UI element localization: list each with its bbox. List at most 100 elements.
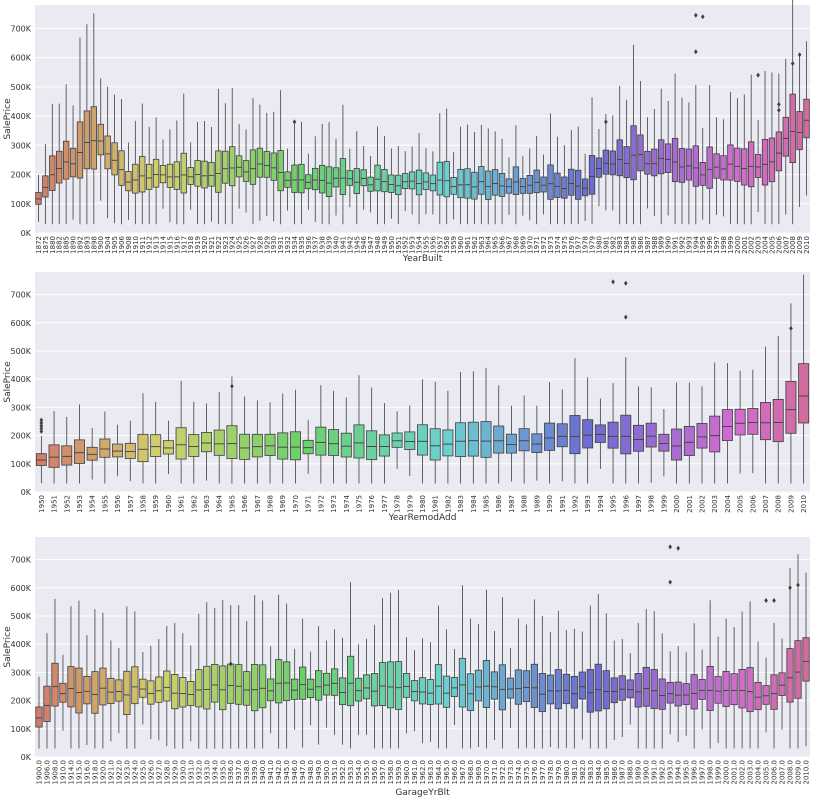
box [277, 432, 289, 460]
x-tick-label: 1959 [152, 495, 160, 513]
x-tick-label: 1911 [139, 236, 147, 254]
box [623, 146, 630, 179]
x-tick-label: 1880 [49, 236, 57, 254]
outlier-point [39, 426, 44, 432]
box [522, 670, 530, 702]
x-tick-label: 1971.0 [491, 760, 499, 785]
x-tick-label: 1997.0 [699, 760, 707, 785]
box [602, 149, 610, 175]
x-tick-label: 1969.0 [475, 760, 483, 785]
x-tick-label: 1872 [35, 236, 43, 254]
box [83, 110, 91, 170]
box [720, 155, 727, 181]
x-tick-label: 1990 [546, 495, 554, 513]
x-tick-label: 1952 [63, 495, 71, 513]
box [802, 637, 810, 682]
y-tick-label: 0K [21, 488, 32, 497]
outlier-point [789, 325, 793, 331]
plot-background [35, 5, 810, 233]
box [125, 171, 132, 192]
box [493, 425, 505, 454]
box [404, 431, 416, 450]
x-tick-label: 1948.0 [307, 760, 315, 785]
box [49, 155, 56, 191]
box [69, 147, 77, 178]
x-tick-label: 1955.0 [363, 760, 371, 785]
box [664, 143, 672, 173]
box [607, 421, 619, 449]
x-tick-label: 1985 [483, 495, 491, 513]
x-tick-label: 1939.0 [251, 760, 259, 785]
box [408, 171, 416, 190]
x-tick-label: 1966.0 [451, 760, 459, 785]
box [51, 662, 59, 707]
x-tick-label: 1989.0 [635, 760, 643, 785]
box [442, 675, 451, 708]
x-tick-label: 1972 [317, 495, 325, 513]
box [796, 111, 803, 151]
x-tick-label: 1923.0 [123, 760, 131, 785]
box [227, 663, 235, 704]
x-axis-label: GarageYrBlt [395, 788, 450, 798]
x-tick-label: 1992.0 [659, 760, 667, 785]
box [370, 673, 379, 707]
x-tick-label: 1882 [56, 236, 64, 254]
x-tick-label: 1971 [533, 236, 541, 254]
y-tick-label: 500K [10, 347, 31, 356]
x-tick-label: 1971 [305, 495, 313, 513]
x-tick-label: 1946.0 [291, 760, 299, 785]
x-tick-label: 1988 [651, 236, 659, 254]
box [42, 175, 49, 198]
y-tick-label: 200K [10, 432, 31, 441]
x-tick-label: 1996 [706, 235, 714, 253]
box [713, 153, 720, 179]
box [678, 148, 686, 183]
box [485, 170, 492, 200]
x-tick-label: 1938.0 [243, 760, 251, 785]
box [482, 660, 491, 708]
x-tick-label: 2006.0 [771, 760, 779, 785]
box [325, 166, 333, 198]
box [312, 167, 319, 191]
x-tick-label: 1998 [720, 236, 728, 254]
x-tick-label: 1991 [672, 236, 680, 254]
y-axis-label: SalePrice [3, 98, 13, 140]
x-tick-label: 1945 [353, 236, 361, 254]
x-tick-label: 1954.0 [355, 760, 363, 785]
x-tick-label: 1947 [367, 236, 375, 254]
box [505, 178, 513, 194]
box [215, 150, 222, 193]
x-tick-label: 1975.0 [523, 760, 531, 785]
box [730, 673, 738, 706]
x-tick-label: 1919 [194, 236, 202, 254]
x-tick-label: 1985 [630, 236, 638, 254]
x-tick-label: 1978 [394, 495, 402, 513]
y-tick-label: 200K [10, 697, 31, 706]
x-tick-label: 1915 [166, 236, 174, 254]
x-tick-label: 2003 [755, 236, 763, 254]
x-tick-label: 1981.0 [571, 760, 579, 785]
box [429, 174, 437, 192]
box [112, 443, 124, 458]
box [554, 669, 562, 710]
box [146, 163, 153, 190]
x-tick-label: 1935 [298, 236, 306, 254]
box [569, 415, 581, 455]
x-tick-label: 1920.0 [99, 760, 107, 785]
box [139, 156, 146, 193]
box [239, 433, 251, 460]
x-tick-label: 1982.0 [579, 760, 587, 785]
x-tick-label: 1942 [346, 236, 354, 254]
x-tick-label: 1947.0 [299, 760, 307, 785]
x-tick-label: 1927.0 [155, 760, 163, 785]
box [770, 674, 778, 710]
box [658, 678, 666, 710]
x-tick-label: 1913 [153, 236, 161, 254]
box [671, 137, 679, 183]
x-tick-label: 1954 [416, 235, 424, 253]
box [570, 675, 578, 709]
x-tick-label: 1981 [432, 495, 440, 513]
box [450, 177, 457, 195]
x-tick-label: 1980 [595, 236, 603, 254]
x-tick-label: 2007 [782, 236, 790, 254]
